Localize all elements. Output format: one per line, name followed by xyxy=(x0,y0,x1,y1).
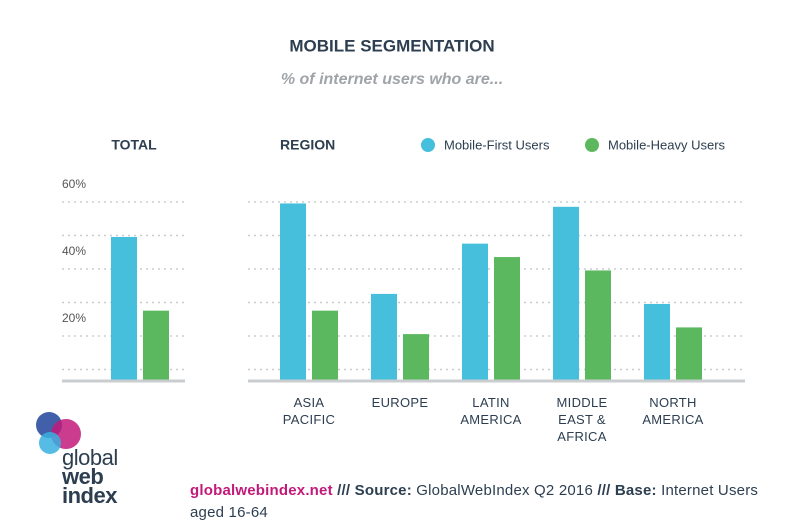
footer: globalwebindex.net /// Source: GlobalWeb… xyxy=(190,480,760,524)
logo-text: index xyxy=(62,483,117,508)
x-tick-label: LATIN AMERICA xyxy=(460,395,522,427)
y-tick-label: 60% xyxy=(62,177,86,191)
site: globalwebindex.net xyxy=(190,482,333,499)
bar xyxy=(494,257,520,381)
bar xyxy=(312,310,338,381)
base: Internet Users aged 16-64 xyxy=(190,482,759,521)
bar xyxy=(143,310,169,381)
logo: global web index xyxy=(62,445,118,508)
source: GlobalWebIndex Q2 2016 xyxy=(416,482,594,499)
legend-marker xyxy=(421,138,435,152)
subtitle: % of internet users who are... xyxy=(281,71,503,88)
bar xyxy=(371,293,397,381)
panel-title: TOTAL xyxy=(111,137,157,153)
x-tick-label: EUROPE xyxy=(371,395,429,410)
logo-text: global xyxy=(62,445,118,470)
x-tick-label: NORTH AMERICA xyxy=(642,395,704,427)
x-tick-label: ASIA PACIFIC xyxy=(282,395,336,427)
bar xyxy=(403,334,429,381)
y-tick-label: 40% xyxy=(62,244,86,258)
y-tick-label: 20% xyxy=(62,311,86,325)
bar xyxy=(280,203,306,381)
chart-title: MOBILE SEGMENTATION xyxy=(289,36,494,55)
bar xyxy=(644,303,670,381)
legend-label: Mobile-Heavy Users xyxy=(608,137,726,152)
legend-label: Mobile-First Users xyxy=(444,137,550,152)
base-label: /// Base: xyxy=(597,482,657,499)
bar xyxy=(676,327,702,381)
logo-circle xyxy=(39,432,61,454)
source-label: /// Source: xyxy=(337,482,412,499)
bar xyxy=(462,243,488,381)
logo-text: web xyxy=(62,464,104,489)
bar xyxy=(111,236,137,381)
bar xyxy=(553,206,579,381)
x-tick-label: MIDDLE EAST & AFRICA xyxy=(556,395,608,444)
panel-title: REGION xyxy=(280,137,335,153)
bar xyxy=(585,270,611,381)
legend-marker xyxy=(585,138,599,152)
